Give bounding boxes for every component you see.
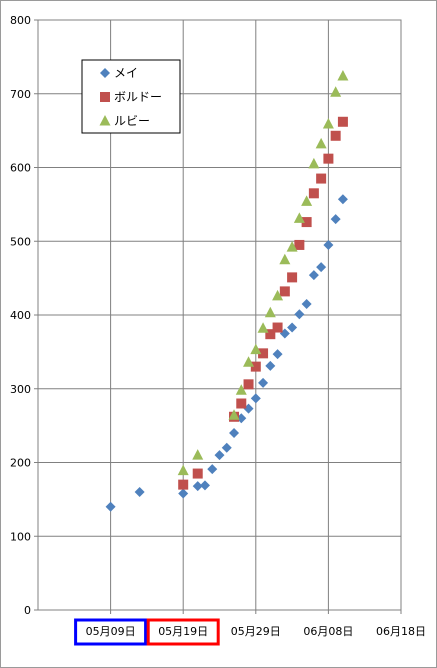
data-point-triangle bbox=[330, 86, 342, 97]
y-tick-label: 500 bbox=[10, 235, 31, 248]
data-point-diamond bbox=[294, 309, 305, 320]
data-point-square bbox=[192, 468, 203, 479]
data-point-square bbox=[294, 239, 305, 250]
data-point-square bbox=[178, 479, 189, 490]
data-point-diamond bbox=[199, 480, 210, 491]
data-point-triangle bbox=[250, 343, 262, 355]
data-point-diamond bbox=[316, 262, 327, 273]
data-point-square bbox=[301, 217, 312, 228]
data-point-triangle bbox=[286, 241, 298, 252]
data-point-diamond bbox=[337, 194, 348, 205]
y-tick-label: 0 bbox=[24, 604, 31, 617]
data-point-triangle bbox=[322, 117, 334, 129]
x-tick-highlight-box bbox=[146, 618, 220, 646]
data-point-triangle bbox=[337, 70, 349, 81]
y-tick-label: 600 bbox=[10, 162, 31, 175]
data-point-square bbox=[287, 272, 298, 283]
data-point-square bbox=[279, 286, 290, 297]
data-point-diamond bbox=[178, 488, 189, 499]
y-tick-label: 300 bbox=[10, 383, 31, 396]
data-point-diamond bbox=[258, 377, 269, 388]
data-point-triangle bbox=[264, 306, 276, 318]
data-point-triangle bbox=[235, 384, 247, 395]
y-tick-label: 100 bbox=[10, 530, 31, 543]
data-point-diamond bbox=[287, 322, 298, 333]
x-tick-highlight-box bbox=[74, 618, 148, 646]
data-point-triangle bbox=[228, 409, 240, 420]
data-point-triangle bbox=[192, 449, 204, 460]
data-point-square bbox=[272, 322, 283, 333]
data-point-diamond bbox=[229, 428, 240, 438]
data-point-square bbox=[323, 153, 334, 164]
data-point-diamond bbox=[207, 464, 218, 475]
data-point-triangle bbox=[279, 253, 291, 265]
data-point-triangle bbox=[308, 157, 320, 169]
x-tick-label: 05月19日 bbox=[158, 625, 208, 638]
data-point-diamond bbox=[192, 481, 203, 492]
x-tick-label: 06月08日 bbox=[303, 625, 353, 638]
y-tick-label: 200 bbox=[10, 457, 31, 470]
x-tick-label: 06月18日 bbox=[376, 625, 426, 638]
data-point-square bbox=[250, 361, 261, 372]
data-point-diamond bbox=[301, 298, 312, 309]
legend-marker-diamond bbox=[100, 68, 110, 78]
data-point-diamond bbox=[272, 349, 283, 360]
data-point-diamond bbox=[214, 450, 225, 461]
legend-label: ボルドー bbox=[114, 90, 162, 104]
data-point-square bbox=[258, 348, 269, 359]
data-point-triangle bbox=[177, 464, 189, 476]
data-point-triangle bbox=[301, 195, 313, 206]
data-point-diamond bbox=[250, 393, 261, 404]
data-point-triangle bbox=[293, 212, 305, 223]
data-point-square bbox=[236, 398, 247, 409]
data-point-square bbox=[337, 116, 348, 127]
data-point-diamond bbox=[308, 270, 319, 281]
legend-label: メイ bbox=[114, 66, 138, 80]
data-point-square bbox=[330, 130, 341, 141]
x-tick-label: 05月29日 bbox=[231, 625, 281, 638]
data-point-diamond bbox=[134, 487, 145, 497]
data-point-diamond bbox=[105, 501, 116, 512]
legend-marker-square bbox=[100, 92, 110, 102]
legend bbox=[81, 59, 181, 134]
data-point-diamond bbox=[330, 214, 341, 225]
legend-label: ルビー bbox=[114, 114, 150, 128]
data-point-diamond bbox=[265, 360, 276, 371]
data-point-square bbox=[265, 329, 276, 340]
data-point-triangle bbox=[272, 289, 284, 301]
legend-marker-triangle bbox=[99, 115, 111, 126]
x-tick-label: 05月09日 bbox=[86, 625, 136, 638]
data-point-diamond bbox=[221, 442, 232, 453]
data-point-diamond bbox=[323, 239, 334, 250]
data-point-triangle bbox=[243, 356, 255, 367]
data-point-square bbox=[243, 379, 254, 390]
data-point-square bbox=[308, 188, 319, 199]
data-point-triangle bbox=[257, 322, 269, 333]
y-tick-label: 800 bbox=[10, 14, 31, 27]
data-point-square bbox=[316, 173, 327, 184]
y-tick-label: 400 bbox=[10, 309, 31, 322]
data-point-triangle bbox=[315, 137, 327, 149]
y-tick-label: 700 bbox=[10, 88, 31, 101]
